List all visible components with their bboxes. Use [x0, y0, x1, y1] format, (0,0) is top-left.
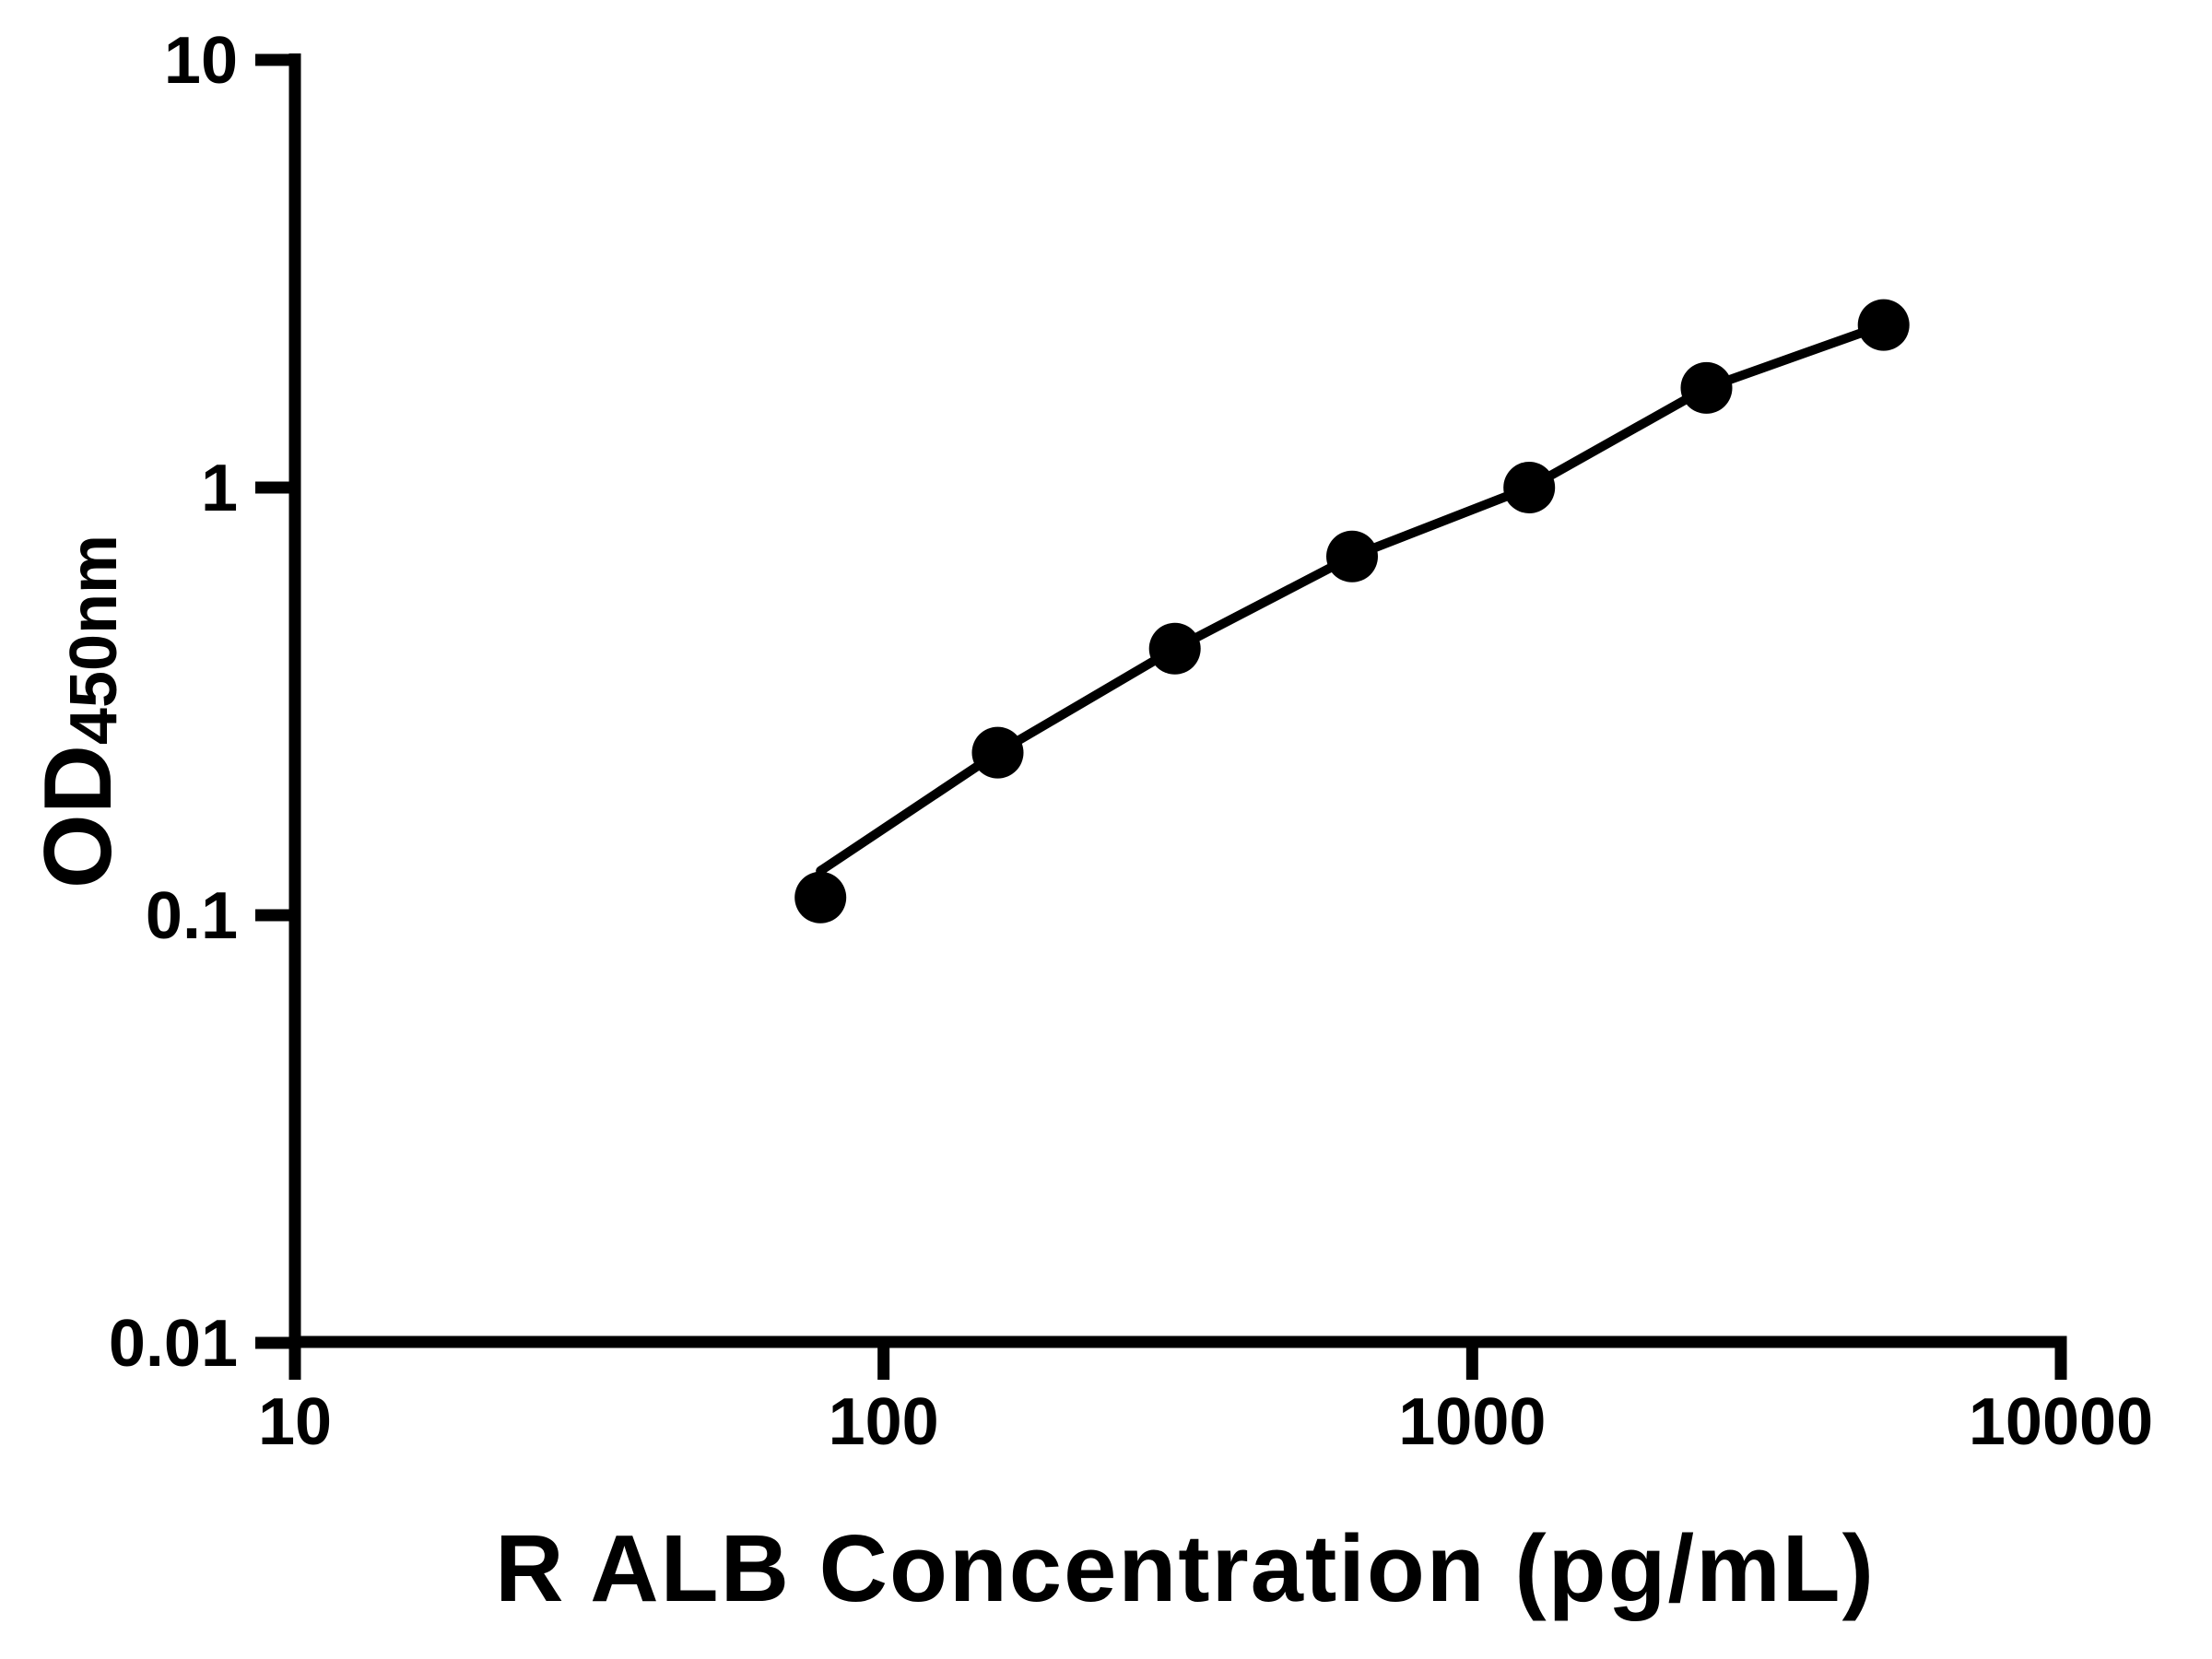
y-axis-title-subscript: 450nm — [57, 535, 131, 745]
y-axis-tick-label: 0.1 — [146, 879, 238, 953]
data-point-marker — [1148, 622, 1201, 675]
data-point-marker — [971, 726, 1024, 779]
fitted-curve-line — [816, 320, 1888, 876]
x-axis-tick-label: 10000 — [1969, 1385, 2153, 1459]
y-axis-title-main: OD — [25, 745, 132, 888]
y-axis-tick-label: 1 — [201, 452, 238, 525]
data-point-marker — [1857, 299, 1910, 351]
plot-generated-content: 10 1 0.1 0.01 10 100 1000 10000 — [109, 24, 2153, 1459]
x-axis-title: R ALB Concentration (pg/mL) — [495, 1515, 1876, 1621]
x-axis-tick-label: 1000 — [1398, 1385, 1546, 1459]
y-axis-tick-label: 10 — [164, 24, 238, 98]
y-axis-tick-label: 0.01 — [109, 1307, 238, 1381]
data-point-marker — [794, 871, 847, 924]
data-point-marker — [1326, 530, 1378, 582]
data-point-marker — [1503, 462, 1556, 513]
y-axis-title: OD450nm — [25, 535, 132, 888]
x-axis-tick-label: 10 — [258, 1385, 332, 1459]
data-point-marker — [1680, 361, 1733, 414]
x-axis-tick-label: 100 — [829, 1385, 939, 1459]
